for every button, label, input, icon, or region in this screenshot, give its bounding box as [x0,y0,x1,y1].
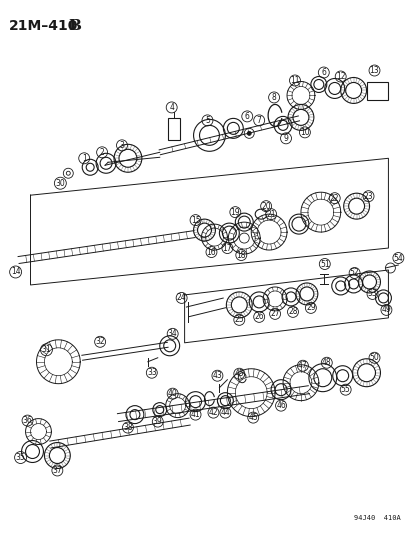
Text: 18: 18 [236,251,245,260]
Text: 2: 2 [100,148,104,157]
Text: 25: 25 [234,316,244,325]
Text: 32: 32 [95,337,104,346]
Text: 17: 17 [222,244,232,253]
Bar [366,83,387,100]
Text: 24: 24 [176,294,186,302]
Text: 34: 34 [167,329,177,338]
Text: 19: 19 [230,208,240,216]
Text: 50: 50 [369,353,378,362]
Text: 46: 46 [275,401,285,410]
Text: 35: 35 [16,453,25,462]
Text: 30: 30 [55,179,65,188]
Text: 8: 8 [271,93,276,102]
Text: 53: 53 [367,289,377,298]
Text: 41: 41 [190,410,200,419]
Text: 10: 10 [299,128,309,137]
Text: 5: 5 [204,116,209,125]
Text: 94J40  410A: 94J40 410A [353,515,399,521]
Text: 21: 21 [266,209,275,219]
Text: 31: 31 [42,345,51,354]
Text: 27: 27 [270,309,279,318]
Text: 13: 13 [369,66,378,75]
Text: 4: 4 [169,103,174,112]
Circle shape [247,131,251,135]
Text: 9: 9 [283,134,288,143]
Text: 26: 26 [254,312,263,321]
Text: 54: 54 [392,254,402,263]
Text: 3: 3 [119,141,124,150]
Text: 11: 11 [290,76,299,85]
Text: 20: 20 [261,201,270,211]
Text: 51: 51 [319,260,329,269]
Text: B: B [68,19,81,33]
Text: 29: 29 [305,303,315,312]
Text: 12: 12 [335,72,344,81]
Text: 23: 23 [363,192,373,201]
Text: 52: 52 [349,269,358,278]
Text: 43: 43 [212,371,222,380]
Text: 47: 47 [297,361,307,370]
Text: 44: 44 [220,408,230,417]
Text: 1: 1 [82,154,86,163]
Text: 28: 28 [287,308,297,317]
Text: 45: 45 [234,369,244,378]
Bar [167,118,179,140]
Text: 36: 36 [23,416,32,425]
Text: 39: 39 [152,417,162,426]
Text: 38: 38 [123,423,133,432]
Text: 7: 7 [256,116,261,125]
Text: 33: 33 [147,368,156,377]
Text: 21M–410: 21M–410 [9,19,78,33]
Text: 15: 15 [190,216,200,224]
Text: 37: 37 [52,466,62,475]
Text: 48: 48 [321,358,331,367]
Text: 14: 14 [11,268,20,277]
Text: 22: 22 [329,193,339,203]
Text: 6: 6 [244,112,249,121]
Text: 40: 40 [167,389,177,398]
Text: 6: 6 [320,68,325,77]
Text: 55: 55 [340,385,350,394]
Text: 42: 42 [208,408,218,417]
Text: 45: 45 [248,413,257,422]
Text: 16: 16 [206,247,216,256]
Text: 49: 49 [381,305,390,314]
